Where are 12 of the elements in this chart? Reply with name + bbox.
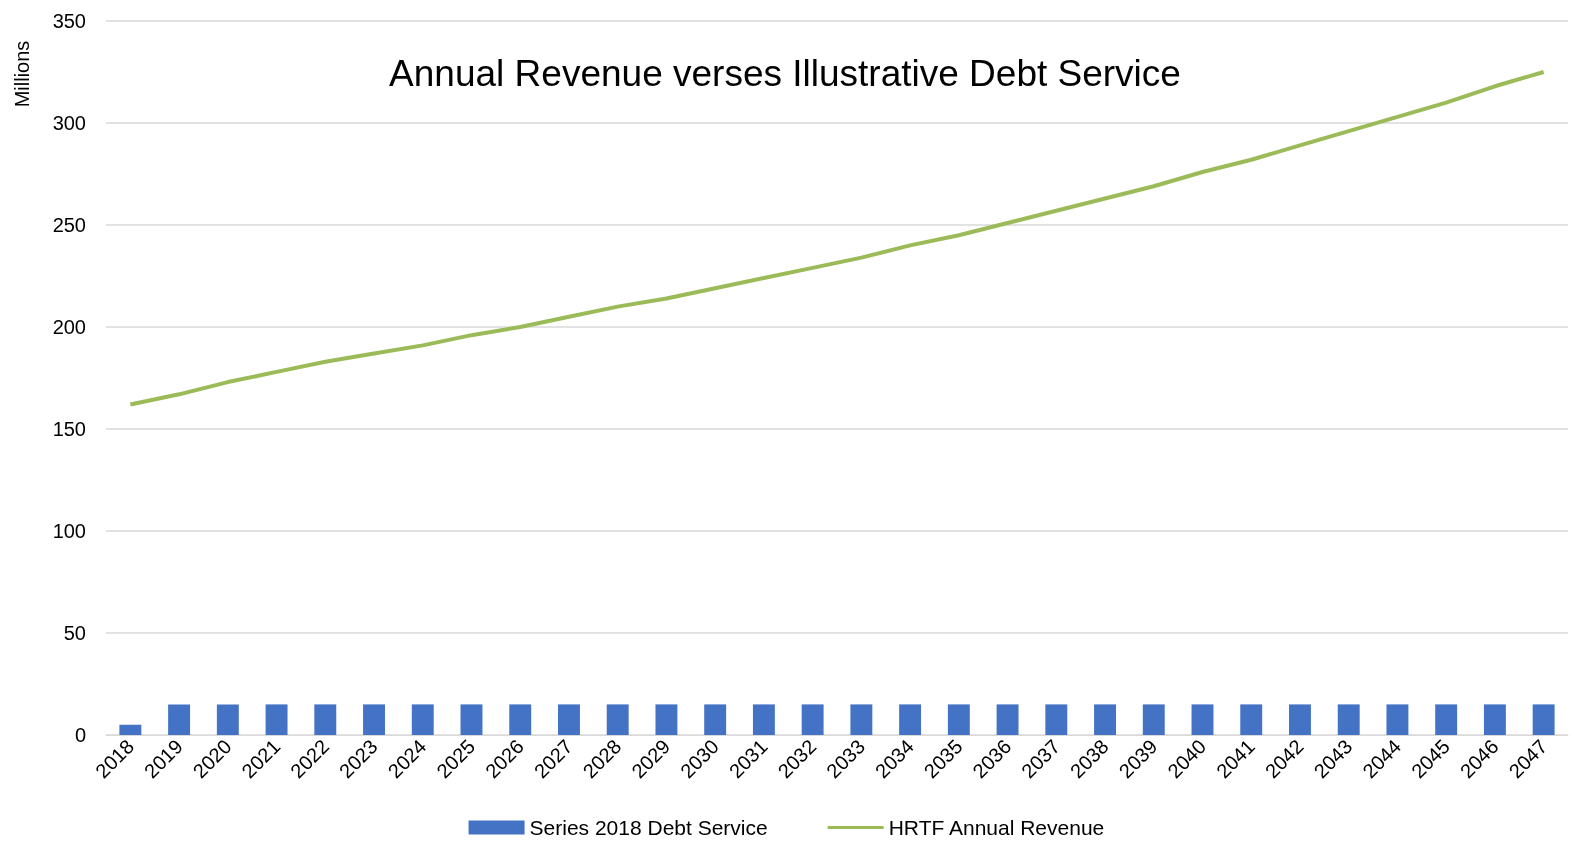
y-axis-title: Millions [11,40,33,108]
legend-label: HRTF Annual Revenue [888,816,1105,839]
legend-label: Series 2018 Debt Service [529,816,768,839]
y-tick-label: 250 [52,214,86,236]
y-tick-label: 150 [52,418,86,440]
y-tick-label: 200 [52,316,86,338]
y-tick-label: 50 [63,622,86,644]
y-tick-label: 350 [52,10,86,32]
y-tick-label: 300 [52,112,86,134]
y-tick-label: 100 [52,520,86,542]
y-tick-label: 0 [74,724,86,746]
text: Annual Revenue verses Illustrative Debt Service [389,53,1181,94]
